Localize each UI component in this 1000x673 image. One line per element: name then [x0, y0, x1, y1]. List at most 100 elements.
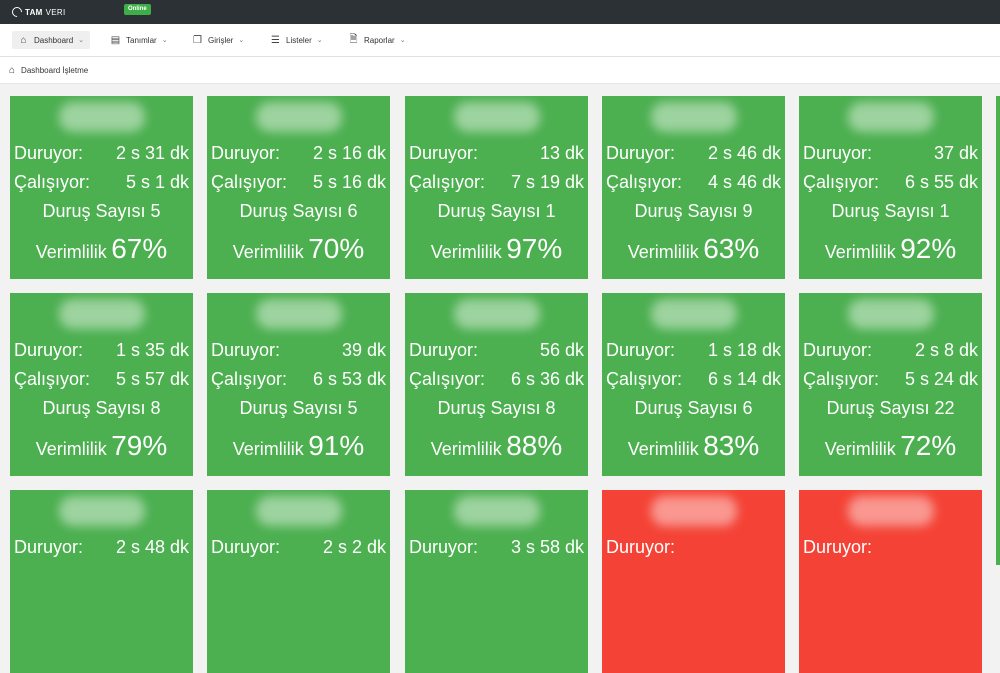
- stop-count: Duruş Sayısı 1: [799, 201, 982, 222]
- brand-bold: TAM: [25, 7, 43, 17]
- efficiency: Verimlilik 83%: [602, 430, 785, 462]
- machine-card[interactable]: Duruyor: 56 dk Çalışıyor: 6 s 36 dk Duruş Sa…: [405, 293, 588, 476]
- efficiency: Verimlilik 79%: [10, 430, 193, 462]
- running-row: Çalışıyor: 7 s 19 dk: [409, 172, 584, 193]
- machine-name-blurred: [650, 299, 737, 329]
- efficiency-label: Verimlilik: [35, 242, 107, 262]
- stopped-row: Duruyor: 37 dk: [803, 143, 978, 164]
- stopped-value: 2 s 2 dk: [322, 537, 386, 557]
- machine-card[interactable]: Duruyor: 2 s 48 dk: [10, 490, 193, 673]
- nav-label: Listeler: [286, 35, 312, 45]
- stop-count-label: Duruş Sayısı: [437, 201, 541, 221]
- nav-girisler[interactable]: ❐ Girişler ⌄: [192, 31, 244, 49]
- efficiency-label: Verimlilik: [627, 439, 699, 459]
- efficiency-label: Verimlilik: [627, 242, 699, 262]
- running-row: Çalışıyor: 6 s 14 dk: [606, 369, 781, 390]
- stop-count: Duruş Sayısı 22: [799, 398, 982, 419]
- machine-card[interactable]: Duruyor: 2 s 46 dk Çalışıyor: 4 s 46 dk Duru…: [602, 96, 785, 279]
- machine-card[interactable]: Duruyor: 2 s 8 dk Çalışıyor: 5 s 24 dk Duruş…: [799, 293, 982, 476]
- efficiency: Verimlilik 63%: [602, 233, 785, 265]
- stop-count-value: 6: [347, 201, 358, 221]
- stopped-label: Duruyor:: [606, 340, 676, 360]
- machine-name-blurred: [650, 102, 737, 132]
- nav-raporlar[interactable]: 🗎 Raporlar ⌄: [348, 31, 406, 49]
- stopped-row: Duruyor: 1 s 18 dk: [606, 340, 781, 361]
- top-bar: TAM VERI Online: [0, 0, 1000, 24]
- running-value: 6 s 53 dk: [312, 369, 386, 389]
- stopped-row: Duruyor: 1 s 35 dk: [14, 340, 189, 361]
- nav-label: Dashboard: [34, 35, 74, 45]
- stop-count-value: 5: [347, 398, 358, 418]
- stopped-row: Duruyor: 13 dk: [409, 143, 584, 164]
- stop-count-label: Duruş Sayısı: [634, 201, 738, 221]
- running-value: 5 s 16 dk: [312, 172, 386, 192]
- stopped-value: 2 s 31 dk: [115, 143, 189, 163]
- efficiency: Verimlilik 67%: [10, 233, 193, 265]
- efficiency-label: Verimlilik: [232, 439, 304, 459]
- machine-name-blurred: [58, 299, 145, 329]
- stopped-label: Duruyor:: [409, 143, 479, 163]
- stopped-row: Duruyor: 39 dk: [211, 340, 386, 361]
- efficiency-value: 92%: [900, 233, 957, 264]
- machine-card[interactable]: Duruyor:: [799, 490, 982, 673]
- efficiency: Verimlilik 72%: [799, 430, 982, 462]
- brand-logo[interactable]: TAM VERI: [9, 4, 66, 20]
- stopped-value: 1 s 18 dk: [707, 340, 781, 360]
- copy-icon: ❐: [193, 34, 202, 46]
- stopped-row: Duruyor: 2 s 8 dk: [803, 340, 978, 361]
- stop-count-value: 5: [150, 201, 161, 221]
- stopped-value: 2 s 16 dk: [312, 143, 386, 163]
- stopped-row: Duruyor: 2 s 31 dk: [14, 143, 189, 164]
- running-label: Çalışıyor:: [606, 172, 683, 192]
- stop-count-label: Duruş Sayısı: [826, 398, 930, 418]
- stopped-label: Duruyor:: [606, 537, 676, 557]
- running-value: 6 s 14 dk: [707, 369, 781, 389]
- running-row: Çalışıyor: 5 s 57 dk: [14, 369, 189, 390]
- efficiency-label: Verimlilik: [232, 242, 304, 262]
- stopped-label: Duruyor:: [803, 143, 873, 163]
- machine-name-blurred: [847, 496, 934, 526]
- machine-name-blurred: [847, 299, 934, 329]
- efficiency: Verimlilik 97%: [405, 233, 588, 265]
- list-icon: ☰: [271, 34, 280, 46]
- chevron-down-icon: ⌄: [399, 37, 406, 44]
- efficiency-value: 97%: [506, 233, 563, 264]
- machine-card[interactable]: Duruyor: 13 dk Çalışıyor: 7 s 19 dk Duruş Sa…: [405, 96, 588, 279]
- stop-count: Duruş Sayısı 5: [10, 201, 193, 222]
- stopped-row: Duruyor: 2 s 16 dk: [211, 143, 386, 164]
- running-row: Çalışıyor: 6 s 36 dk: [409, 369, 584, 390]
- breadcrumb: ⌂ Dashboard İşletme: [0, 57, 1000, 84]
- stop-count-label: Duruş Sayısı: [42, 398, 146, 418]
- running-label: Çalışıyor:: [409, 369, 486, 389]
- home-icon[interactable]: ⌂: [9, 64, 16, 76]
- machine-card[interactable]: Duruyor: 1 s 35 dk Çalışıyor: 5 s 57 dk Duru…: [10, 293, 193, 476]
- stop-count-label: Duruş Sayısı: [42, 201, 146, 221]
- stopped-value: 3 s 58 dk: [510, 537, 584, 557]
- nav-tanimlar[interactable]: ▤ Tanımlar ⌄: [110, 31, 168, 49]
- efficiency-label: Verimlilik: [824, 242, 896, 262]
- machine-card[interactable]: Duruyor:: [602, 490, 785, 673]
- stopped-label: Duruyor:: [803, 537, 873, 557]
- stopped-row: Duruyor:: [803, 537, 978, 558]
- running-label: Çalışıyor:: [14, 369, 91, 389]
- efficiency-value: 63%: [703, 233, 760, 264]
- machine-card[interactable]: Duruyor: 1 s 18 dk Çalışıyor: 6 s 14 dk Duru…: [602, 293, 785, 476]
- home-icon: ⌂: [20, 34, 27, 46]
- stopped-row: Duruyor: 2 s 48 dk: [14, 537, 189, 558]
- efficiency: Verimlilik 70%: [207, 233, 390, 265]
- machine-card[interactable]: Duruyor: 39 dk Çalışıyor: 6 s 53 dk Duruş Sa…: [207, 293, 390, 476]
- brand-rest: VERI: [45, 7, 66, 17]
- nav-listeler[interactable]: ☰ Listeler ⌄: [270, 31, 323, 49]
- machine-card[interactable]: Duruyor: 2 s 31 dk Çalışıyor: 5 s 1 dk Duruş…: [10, 96, 193, 279]
- stop-count-label: Duruş Sayısı: [831, 201, 935, 221]
- machine-name-blurred: [453, 102, 540, 132]
- machine-card[interactable]: Duruyor: 2 s 16 dk Çalışıyor: 5 s 16 dk Duru…: [207, 96, 390, 279]
- machine-card[interactable]: Duruyor: 2 s 2 dk: [207, 490, 390, 673]
- machine-card[interactable]: Duruyor: 37 dk Çalışıyor: 6 s 55 dk Duruş Sa…: [799, 96, 982, 279]
- nav-label: Raporlar: [364, 35, 395, 45]
- nav-dashboard[interactable]: ⌂ Dashboard ⌄: [12, 31, 91, 49]
- stopped-label: Duruyor:: [211, 143, 281, 163]
- machine-card[interactable]: Duruyor: 3 s 58 dk: [405, 490, 588, 673]
- stop-count: Duruş Sayısı 8: [10, 398, 193, 419]
- stop-count-value: 1: [939, 201, 950, 221]
